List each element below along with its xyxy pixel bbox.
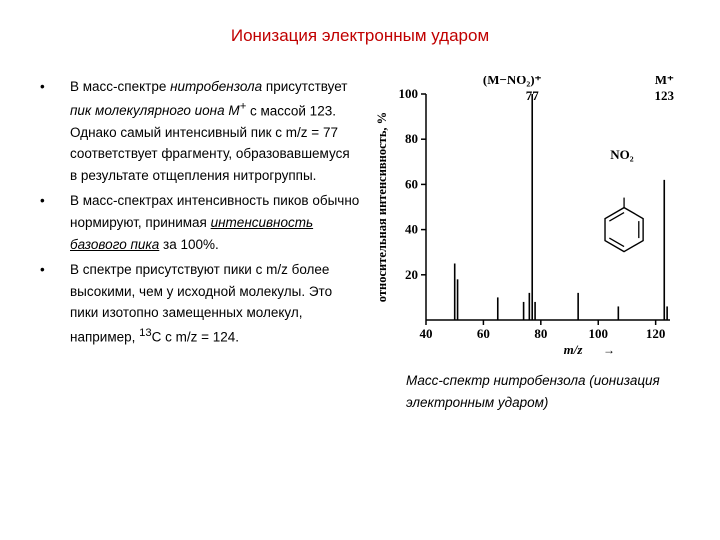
svg-text:80: 80 [405, 131, 418, 146]
mass-spectrum-chart: 20 40 60 80 100 40 60 80 100 120 m/z → относительная… [370, 76, 680, 356]
svg-text:77: 77 [526, 88, 540, 103]
chart-container: 20 40 60 80 100 40 60 80 100 120 m/z → относительная… [360, 76, 690, 413]
bullet-text: В масс-спектрах интенсивность пиков обыч… [70, 190, 360, 255]
svg-text:60: 60 [477, 326, 490, 341]
svg-text:(M−NO₂)⁺: (M−NO₂)⁺ [483, 76, 542, 87]
svg-text:→: → [603, 343, 615, 356]
svg-text:M⁺: M⁺ [655, 76, 674, 87]
svg-text:80: 80 [534, 326, 547, 341]
svg-text:40: 40 [405, 222, 418, 237]
bullet-marker: • [40, 259, 70, 348]
svg-text:NO₂: NO₂ [610, 147, 634, 162]
svg-text:100: 100 [588, 326, 608, 341]
bullet-marker: • [40, 76, 70, 186]
svg-text:относительная интенсивность, %: относительная интенсивность, % [375, 112, 389, 302]
bullet-item: •В масс-спектре нитробензола присутствуе… [40, 76, 360, 186]
svg-text:120: 120 [646, 326, 666, 341]
svg-text:123: 123 [655, 88, 675, 103]
chart-caption: Масс-спектр нитробензола (ионизация элек… [370, 370, 690, 413]
bullet-text: В масс-спектре нитробензола присутствует… [70, 76, 360, 186]
slide-title: Ионизация электронным ударом [0, 0, 720, 76]
bullet-list: •В масс-спектре нитробензола присутствуе… [30, 76, 360, 413]
bullet-text: В спектре присутствуют пики с m/z более … [70, 259, 360, 348]
svg-text:m/z: m/z [564, 342, 584, 356]
content-area: •В масс-спектре нитробензола присутствуе… [0, 76, 720, 413]
bullet-item: •В спектре присутствуют пики с m/z более… [40, 259, 360, 348]
svg-text:100: 100 [399, 86, 419, 101]
svg-text:40: 40 [420, 326, 433, 341]
svg-text:20: 20 [405, 267, 418, 282]
bullet-marker: • [40, 190, 70, 255]
svg-text:60: 60 [405, 176, 418, 191]
bullet-item: •В масс-спектрах интенсивность пиков обы… [40, 190, 360, 255]
